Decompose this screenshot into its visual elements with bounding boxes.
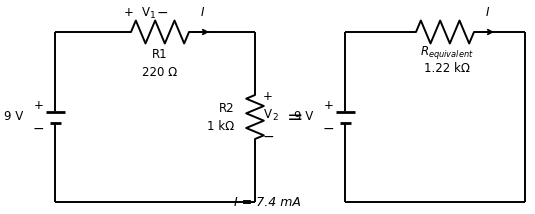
Text: 1: 1 xyxy=(150,12,156,21)
Text: +: + xyxy=(263,91,273,104)
Text: V: V xyxy=(264,108,272,122)
Text: +: + xyxy=(124,6,134,19)
Text: 9 V: 9 V xyxy=(4,110,23,123)
Text: $R_{equivalent}$: $R_{equivalent}$ xyxy=(420,43,474,61)
Text: −: − xyxy=(33,122,44,136)
Text: I: I xyxy=(485,6,489,19)
Text: 9 V: 9 V xyxy=(294,110,313,123)
Text: I = 7.4 mA: I = 7.4 mA xyxy=(234,196,301,210)
Text: =: = xyxy=(287,107,303,126)
Text: 2: 2 xyxy=(272,113,278,122)
Text: 220 Ω: 220 Ω xyxy=(142,65,178,79)
Text: 1 kΩ: 1 kΩ xyxy=(207,119,234,132)
Text: −: − xyxy=(262,130,274,144)
Text: R1: R1 xyxy=(152,48,168,61)
Text: +: + xyxy=(34,98,43,111)
Text: −: − xyxy=(323,122,334,136)
Text: R2: R2 xyxy=(218,101,234,114)
Text: V: V xyxy=(142,6,150,19)
Text: −: − xyxy=(156,6,168,20)
Text: 1.22 kΩ: 1.22 kΩ xyxy=(424,62,470,76)
Text: +: + xyxy=(324,98,333,111)
Text: I: I xyxy=(200,6,204,19)
